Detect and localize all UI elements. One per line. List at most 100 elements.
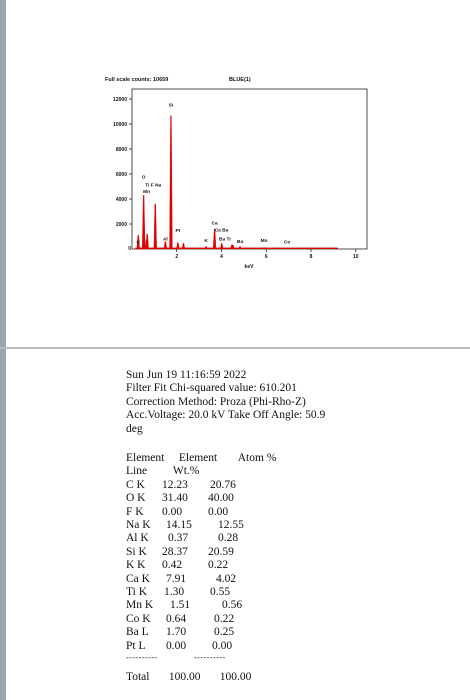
row-element-line: Al K (126, 532, 149, 545)
peak-annotation: Co (284, 239, 290, 245)
plot-frame (131, 88, 368, 250)
report-correction-method: Correction Method: Proza (Phi-Rho-Z) (126, 395, 306, 408)
row-atom-percent: 0.00 (212, 639, 233, 652)
row-element-line: Ti K (126, 585, 147, 598)
x-tick-label: 6 (265, 254, 268, 260)
peak-annotation: Al (163, 236, 168, 242)
table-header-atom: Atom % (237, 452, 277, 465)
peak-annotation: Ca (212, 221, 218, 227)
row-element-line: Si K (126, 545, 147, 558)
total-separator: ---------- ---------- (126, 653, 456, 663)
peak-annotation: Ca Ba (215, 228, 229, 234)
total-row: Total 100.00 100.00 (126, 671, 456, 684)
peak-annotation: Si (169, 103, 174, 109)
spectrum-peak (285, 247, 289, 250)
row-atom-percent: 20.59 (208, 545, 234, 558)
spectrum-peak (145, 233, 149, 250)
row-atom-percent: 0.00 (208, 505, 229, 518)
peak-annotation: Mn (261, 238, 268, 244)
peak-annotation: Ba (237, 239, 243, 245)
row-element-line: Pt L (126, 639, 146, 652)
spectrum-baseline (135, 247, 338, 249)
table-row: C K 12.23 20.76 (126, 479, 456, 492)
peak-annotation: Ti F Na (145, 183, 161, 189)
row-element-line: Na K (126, 519, 151, 532)
row-atom-percent: 0.25 (214, 626, 235, 639)
y-tick-label: 10000 (113, 122, 127, 128)
row-weight-percent: 0.64 (166, 612, 187, 625)
table-row: F K 0.00 0.00 (126, 506, 456, 519)
row-weight-percent: 0.37 (168, 532, 189, 545)
x-axis-label: keV (245, 264, 255, 270)
table-row: O K 31.40 40.00 (126, 492, 456, 505)
table-row: Ba L 1.70 0.25 (126, 626, 456, 639)
spectrum-peak (220, 243, 224, 250)
spectrum-peak (163, 241, 167, 250)
row-weight-percent: 7.91 (166, 572, 187, 585)
row-element-line: C K (126, 478, 145, 491)
spectrum-peak (212, 228, 217, 250)
row-atom-percent: 0.56 (222, 599, 243, 612)
left-edge-bar (0, 0, 6, 700)
table-row: Na K 14.15 12.55 (126, 519, 456, 532)
row-weight-percent: 31.40 (162, 492, 188, 505)
spectrum-peak (153, 203, 157, 250)
row-weight-percent: 14.15 (166, 519, 192, 532)
peak-annotation: O (142, 174, 146, 180)
table-row: K K 0.42 0.22 (126, 559, 456, 572)
row-weight-percent: 1.70 (166, 626, 187, 639)
table-header-line: Line (126, 465, 148, 478)
spectrum-peak (169, 115, 173, 250)
row-element-line: Co K (126, 612, 151, 625)
chart-title: BLUE(1) (229, 77, 251, 83)
spectrum-peak (262, 247, 266, 250)
peak-annotation: Ba Ti (219, 236, 231, 242)
spectrum-peak (136, 235, 140, 250)
element-table: C K 12.23 20.76 O K 31.40 40.00 F K 0.00 0.00 Na … (126, 479, 456, 653)
eds-spectrum-chart: Full scale counts: 10659 BLUE(1) 2000 400… (105, 77, 368, 270)
table-row: Al K 0.37 0.28 (126, 532, 456, 545)
y-tick-label: 4000 (116, 197, 127, 203)
spectrum-chart-panel: Full scale counts: 10659 BLUE(1) 2000 400… (6, 0, 470, 347)
table-header-element-wt: Element (178, 452, 218, 465)
total-wt: 100.00 (168, 670, 201, 683)
table-row: Ca K 7.91 4.02 (126, 573, 456, 586)
row-atom-percent: 0.28 (218, 532, 239, 545)
report-date: Sun Jun 19 11:16:59 2022 (126, 369, 247, 381)
x-tick-label: 8 (310, 254, 313, 260)
x-tick-label: 4 (220, 254, 223, 260)
y-tick-label: 8000 (116, 147, 127, 153)
total-atom: 100.00 (219, 670, 252, 683)
row-atom-percent: 40.00 (208, 492, 234, 505)
table-header-element: Element (126, 452, 165, 465)
row-weight-percent: 0.00 (162, 505, 183, 518)
total-label: Total (126, 670, 150, 683)
report-acc-voltage: Acc.Voltage: 20.0 kV Take Off Angle: 50.… (126, 409, 326, 422)
row-element-line: O K (126, 492, 146, 505)
row-element-line: K K (126, 559, 146, 572)
spectrum-peak (238, 246, 242, 250)
spectrum-peak (204, 246, 208, 250)
row-weight-percent: 12.23 (162, 478, 188, 491)
row-atom-percent: 0.22 (214, 612, 235, 625)
x-tick-label: 10 (353, 254, 359, 260)
row-atom-percent: 0.22 (208, 559, 229, 572)
peak-annotation: K (204, 238, 208, 244)
row-weight-percent: 0.42 (162, 559, 183, 572)
spectrum-peak (181, 243, 186, 250)
report-angle-unit: deg (126, 422, 143, 435)
row-atom-percent: 12.55 (218, 519, 244, 532)
spectrum-peak (176, 242, 180, 250)
row-weight-percent: 1.30 (164, 585, 185, 598)
row-element-line: Mn K (126, 599, 154, 612)
peak-annotation: Pt (175, 228, 180, 234)
peak-annotation: Mn (143, 189, 150, 195)
table-row: Pt L 0.00 0.00 (126, 640, 456, 653)
eds-report: Sun Jun 19 11:16:59 2022 Filter Fit Chi-… (126, 369, 456, 684)
x-tick-label: 2 (175, 254, 178, 260)
table-header-wt: Wt.% (172, 465, 200, 478)
row-element-line: Ba L (126, 626, 149, 639)
row-weight-percent: 1.51 (170, 599, 191, 612)
table-row: Mn K 1.51 0.56 (126, 599, 456, 612)
full-scale-counts-label: Full scale counts: 10659 (105, 77, 168, 83)
